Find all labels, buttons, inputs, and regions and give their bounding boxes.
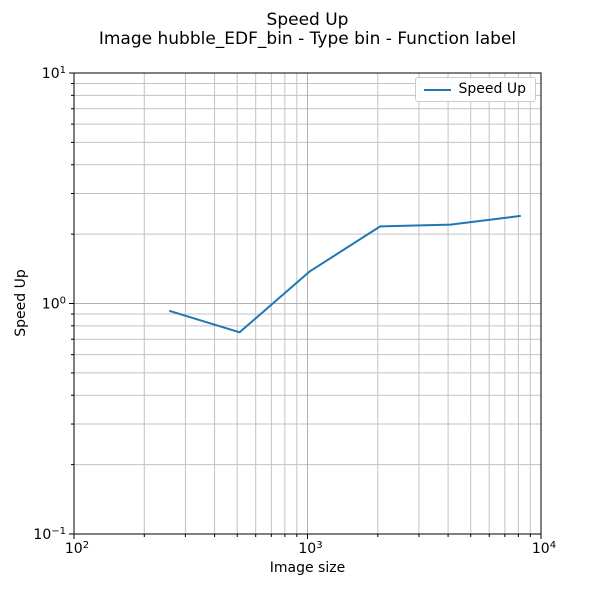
legend-label: Speed Up <box>458 81 526 97</box>
chart-title-line2: Image hubble_EDF_bin - Type bin - Functi… <box>98 29 517 49</box>
speedup-line <box>169 214 521 334</box>
chart-title-line1: Speed Up <box>266 10 349 30</box>
x-tick-label: 103 <box>298 540 322 557</box>
x-axis-label: Image size <box>269 560 346 576</box>
y-tick-label: 10−1 <box>33 526 66 543</box>
chart-title: Speed Up Image hubble_EDF_bin - Type bin… <box>74 11 541 49</box>
y-tick-label: 101 <box>42 65 66 82</box>
x-tick-label: 104 <box>532 540 556 557</box>
legend-line-sample-icon <box>423 88 451 91</box>
y-axis-label: Speed Up <box>13 269 29 337</box>
x-tick-label: 102 <box>65 540 89 557</box>
y-tick-label: 100 <box>42 296 66 313</box>
legend: Speed Up <box>414 77 536 102</box>
